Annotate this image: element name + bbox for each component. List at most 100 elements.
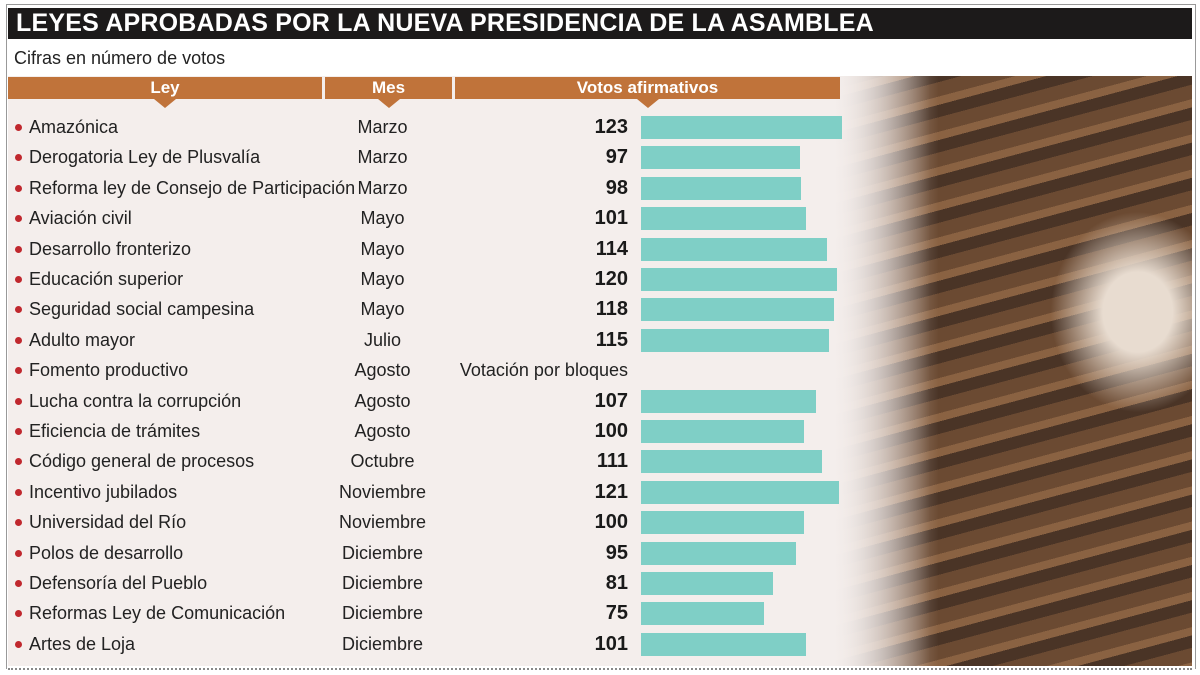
votos-value: 100 — [594, 420, 628, 442]
bullet-icon — [15, 610, 22, 618]
table-row: Incentivo jubilados Noviembre 121 — [0, 478, 1200, 508]
votos-value: 118 — [595, 298, 628, 321]
votos-value: 123 — [594, 116, 628, 138]
votos-bar — [641, 450, 823, 474]
table-row: Código general de procesos Octubre 111 — [0, 447, 1200, 477]
votos-bar — [641, 146, 800, 170]
mes-label: Mayo — [360, 208, 405, 229]
votos-value: 98 — [605, 176, 628, 199]
mes-label: Agosto — [354, 421, 411, 441]
votos-value: 111 — [596, 450, 628, 473]
photo-fade — [830, 76, 930, 666]
table-row: Universidad del Río Noviembre 100 — [0, 508, 1200, 538]
bullet-icon — [15, 519, 22, 527]
mes-label: Marzo — [357, 147, 408, 168]
table-row: Seguridad social campesina Mayo 118 — [0, 295, 1200, 325]
mes-label: Marzo — [357, 177, 408, 198]
ley-label: Derogatoria Ley de Plusvalía — [29, 147, 261, 168]
ley-label: Educación superior — [29, 269, 184, 289]
ley-label: Universidad del Río — [29, 512, 187, 533]
votos-bar — [641, 572, 774, 595]
mes-label: Diciembre — [341, 542, 424, 563]
ley-label: Artes de Loja — [29, 633, 136, 654]
table-row: Adulto mayor Julio 115 — [0, 326, 1200, 356]
votos-value: 97 — [605, 146, 628, 169]
votos-value: 107 — [594, 389, 628, 412]
table-row: Desarrollo fronterizo Mayo 114 — [0, 235, 1200, 265]
table-row: Artes de Loja Diciembre 101 — [0, 630, 1200, 660]
mes-label: Julio — [363, 329, 402, 350]
votos-bar — [641, 511, 805, 535]
votos-bar — [641, 602, 764, 626]
ley-label: Fomento productivo — [29, 360, 189, 381]
votos-bar — [641, 328, 829, 352]
table-row: Eficiencia de trámites Agosto 100 — [0, 417, 1200, 447]
votos-value: 121 — [594, 480, 628, 503]
votos-bar — [641, 632, 807, 656]
votos-bar — [641, 237, 828, 261]
ley-label: Lucha contra la corrupción — [29, 390, 242, 411]
bullet-icon — [15, 124, 22, 131]
votos-bar — [641, 116, 842, 139]
header-votos: Votos afirmativos — [455, 77, 840, 108]
mes-label: Octubre — [350, 451, 415, 472]
mes-label: Diciembre — [341, 633, 424, 654]
votos-bar — [641, 541, 797, 565]
mes-label: Diciembre — [341, 573, 424, 593]
bullet-icon — [15, 640, 22, 648]
ley-label: Defensoría del Pueblo — [29, 573, 208, 593]
votos-bar — [641, 389, 816, 413]
bullet-icon — [15, 336, 22, 344]
bullet-icon — [15, 488, 22, 496]
bullet-icon — [15, 428, 22, 435]
ley-label: Desarrollo fronterizo — [29, 238, 192, 259]
votos-bar — [641, 298, 834, 322]
votos-value: 100 — [594, 511, 628, 534]
votos-value: 75 — [605, 602, 628, 625]
table-row: Amazónica Marzo 123 — [0, 113, 1200, 143]
infographic-frame — [6, 4, 1196, 669]
table-row: Reformas Ley de Comunicación Diciembre 75 — [0, 599, 1200, 629]
ley-label: Seguridad social campesina — [29, 299, 255, 320]
votos-note: Votación por bloques — [459, 360, 628, 381]
votos-value: 101 — [594, 207, 628, 230]
mes-label: Mayo — [360, 299, 405, 320]
table-row: Aviación civil Mayo 101 — [0, 204, 1200, 234]
bullet-icon — [15, 184, 22, 192]
ley-label: Reforma ley de Consejo de Participación — [29, 177, 356, 198]
bullet-icon — [15, 367, 22, 375]
table-row: Lucha contra la corrupción Agosto 107 — [0, 387, 1200, 417]
mes-label: Noviembre — [338, 481, 427, 502]
subtitle: Cifras en número de votos — [14, 48, 226, 68]
header-mes: Mes — [325, 77, 452, 108]
table-row: Fomento productivo Agosto Votación por blo… — [0, 356, 1200, 386]
table-row: Educación superior Mayo 120 — [0, 265, 1200, 295]
bottom-divider — [8, 668, 1192, 670]
table-row: Defensoría del Pueblo Diciembre 81 — [0, 569, 1200, 599]
bullet-icon — [15, 245, 22, 253]
table-row: Derogatoria Ley de Plusvalía Marzo 97 — [0, 143, 1200, 173]
bullet-icon — [15, 154, 22, 162]
ley-label: Adulto mayor — [29, 329, 136, 350]
bullet-icon — [15, 276, 22, 283]
mes-label: Marzo — [357, 117, 408, 137]
votos-bar — [641, 420, 805, 443]
page-title: LEYES APROBADAS POR LA NUEVA PRESIDENCIA… — [8, 8, 1192, 39]
table-row: Reforma ley de Consejo de Participación M… — [0, 174, 1200, 204]
ley-label: Polos de desarrollo — [29, 542, 184, 563]
header-ley: Ley — [8, 77, 322, 108]
bullet-icon — [15, 458, 22, 466]
ley-label: Eficiencia de trámites — [29, 421, 201, 441]
votos-value: 115 — [595, 328, 628, 351]
ley-label: Incentivo jubilados — [29, 481, 178, 502]
mes-label: Agosto — [354, 360, 411, 381]
mes-label: Diciembre — [341, 603, 424, 624]
bullet-icon — [15, 397, 22, 405]
votos-value: 114 — [595, 237, 628, 260]
bullet-icon — [15, 580, 22, 587]
votos-value: 120 — [594, 268, 628, 290]
votos-value: 81 — [605, 572, 628, 594]
bullet-icon — [15, 306, 22, 314]
mes-label: Mayo — [360, 238, 405, 259]
ley-label: Amazónica — [29, 117, 119, 137]
